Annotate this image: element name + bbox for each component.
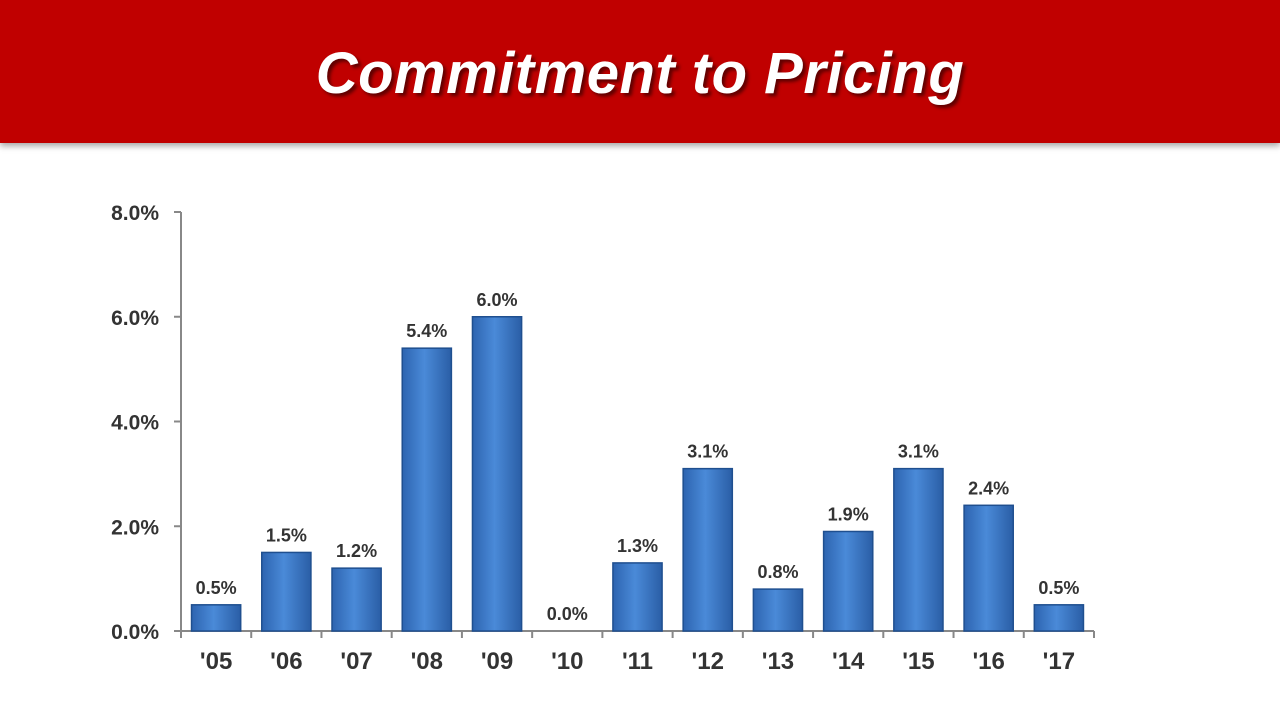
bar-15 <box>893 467 944 632</box>
y-axis: 0.0% 2.0% 4.0% 6.0% 8.0% <box>111 202 182 644</box>
title-banner: Commitment to Pricing <box>0 0 1280 143</box>
data-label: 1.2% <box>336 541 377 561</box>
bar-07 <box>331 567 382 632</box>
slide-title: Commitment to Pricing <box>315 41 965 106</box>
bar-17 <box>1033 604 1085 632</box>
x-axis: '05 '06 '07 '08 '09 '10 '11 '12 '13 '14 '15 '16 '17 <box>180 630 1095 675</box>
bar-08 <box>401 347 453 632</box>
y-tick-label: 4.0% <box>111 412 159 435</box>
data-label: 1.3% <box>617 536 658 556</box>
bar-05 <box>190 604 242 632</box>
data-label: 0.0% <box>547 604 588 624</box>
x-tick-label: '16 <box>972 648 1004 675</box>
x-tick-label: '07 <box>340 648 372 675</box>
y-tick-label: 8.0% <box>111 202 159 225</box>
x-tick-label: '13 <box>762 648 794 675</box>
bar-06 <box>261 551 312 632</box>
data-label: 1.9% <box>828 504 869 524</box>
bar-11 <box>612 562 663 632</box>
data-label: 3.1% <box>898 442 939 462</box>
x-tick-label: '12 <box>692 648 724 675</box>
x-tick-label: '14 <box>832 648 865 675</box>
data-label: 6.0% <box>477 290 518 310</box>
x-tick-label: '15 <box>902 648 934 675</box>
bar-14 <box>822 530 874 632</box>
x-tick-label: '17 <box>1043 648 1075 675</box>
data-label: 3.1% <box>687 442 728 462</box>
data-labels: 0.5% 1.5% 1.2% 5.4% 6.0% 0.0% 1.3% 3.1% 0.8% 1.9%… <box>196 290 1080 624</box>
bar-12 <box>682 467 734 632</box>
x-tick-label: '05 <box>200 648 232 675</box>
bars <box>190 316 1085 632</box>
y-tick-label: 0.0% <box>111 621 159 644</box>
bar-16 <box>963 504 1014 632</box>
data-label: 5.4% <box>406 321 447 341</box>
x-tick-label: '09 <box>481 648 513 675</box>
x-tick-label: '10 <box>551 648 583 675</box>
data-label: 1.5% <box>266 525 307 545</box>
x-tick-label: '08 <box>411 648 443 675</box>
data-label: 0.5% <box>196 578 237 598</box>
bar-09 <box>471 316 523 632</box>
y-tick-label: 2.0% <box>111 516 159 539</box>
x-tick-label: '06 <box>270 648 302 675</box>
x-tick-label: '11 <box>622 648 653 675</box>
data-label: 0.5% <box>1038 578 1079 598</box>
bar-13 <box>752 588 804 632</box>
data-label: 2.4% <box>968 478 1009 498</box>
data-label: 0.8% <box>757 562 798 582</box>
y-tick-label: 6.0% <box>111 307 159 330</box>
bar-chart: 0.0%2.0%4.0%6.0%8.0% '05'06'07'08'09'10 '… <box>111 202 1095 675</box>
